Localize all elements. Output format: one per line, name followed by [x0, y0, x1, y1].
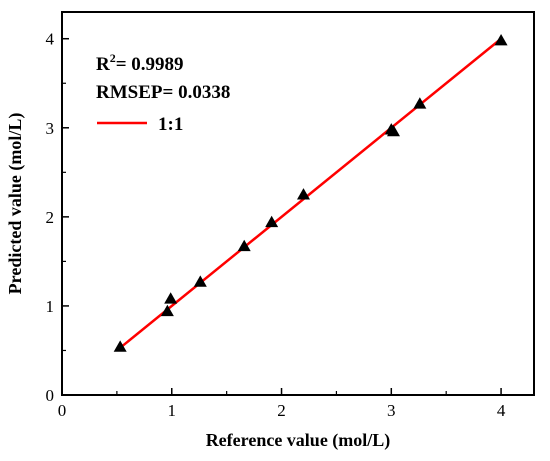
x-tick-label: 3: [387, 401, 396, 420]
x-tick-label: 2: [277, 401, 286, 420]
x-axis-label: Reference value (mol/L): [206, 430, 391, 451]
y-tick-label: 0: [46, 386, 55, 405]
y-axis-ticks: 0 1 2 3 4: [46, 30, 69, 405]
rmsep-annotation: RMSEP= 0.0338: [96, 82, 230, 103]
fit-line-group: [119, 37, 502, 349]
x-tick-label: 0: [58, 401, 67, 420]
data-point: [164, 292, 178, 304]
x-tick-label: 4: [497, 401, 506, 420]
y-tick-label: 4: [46, 30, 55, 49]
y-tick-label: 1: [46, 297, 55, 316]
x-tick-label: 1: [168, 401, 177, 420]
legend-label: 1:1: [158, 114, 183, 135]
y-axis-label: Predicted value (mol/L): [5, 113, 26, 295]
data-point: [296, 188, 310, 200]
data-points: [113, 34, 508, 352]
data-point: [413, 97, 427, 109]
data-point: [113, 340, 127, 352]
fit-line: [119, 37, 502, 349]
y-tick-label: 2: [46, 208, 55, 227]
r-squared-annotation: R2= 0.9989: [96, 51, 184, 75]
data-point: [160, 304, 174, 317]
data-point: [265, 215, 279, 228]
data-point: [386, 124, 400, 137]
x-axis-ticks: 0 1 2 3 4: [58, 388, 506, 420]
y-tick-label: 3: [46, 119, 55, 138]
plot-frame: [61, 11, 535, 396]
data-point: [237, 239, 251, 252]
data-point: [494, 34, 508, 46]
data-point: [193, 275, 207, 287]
